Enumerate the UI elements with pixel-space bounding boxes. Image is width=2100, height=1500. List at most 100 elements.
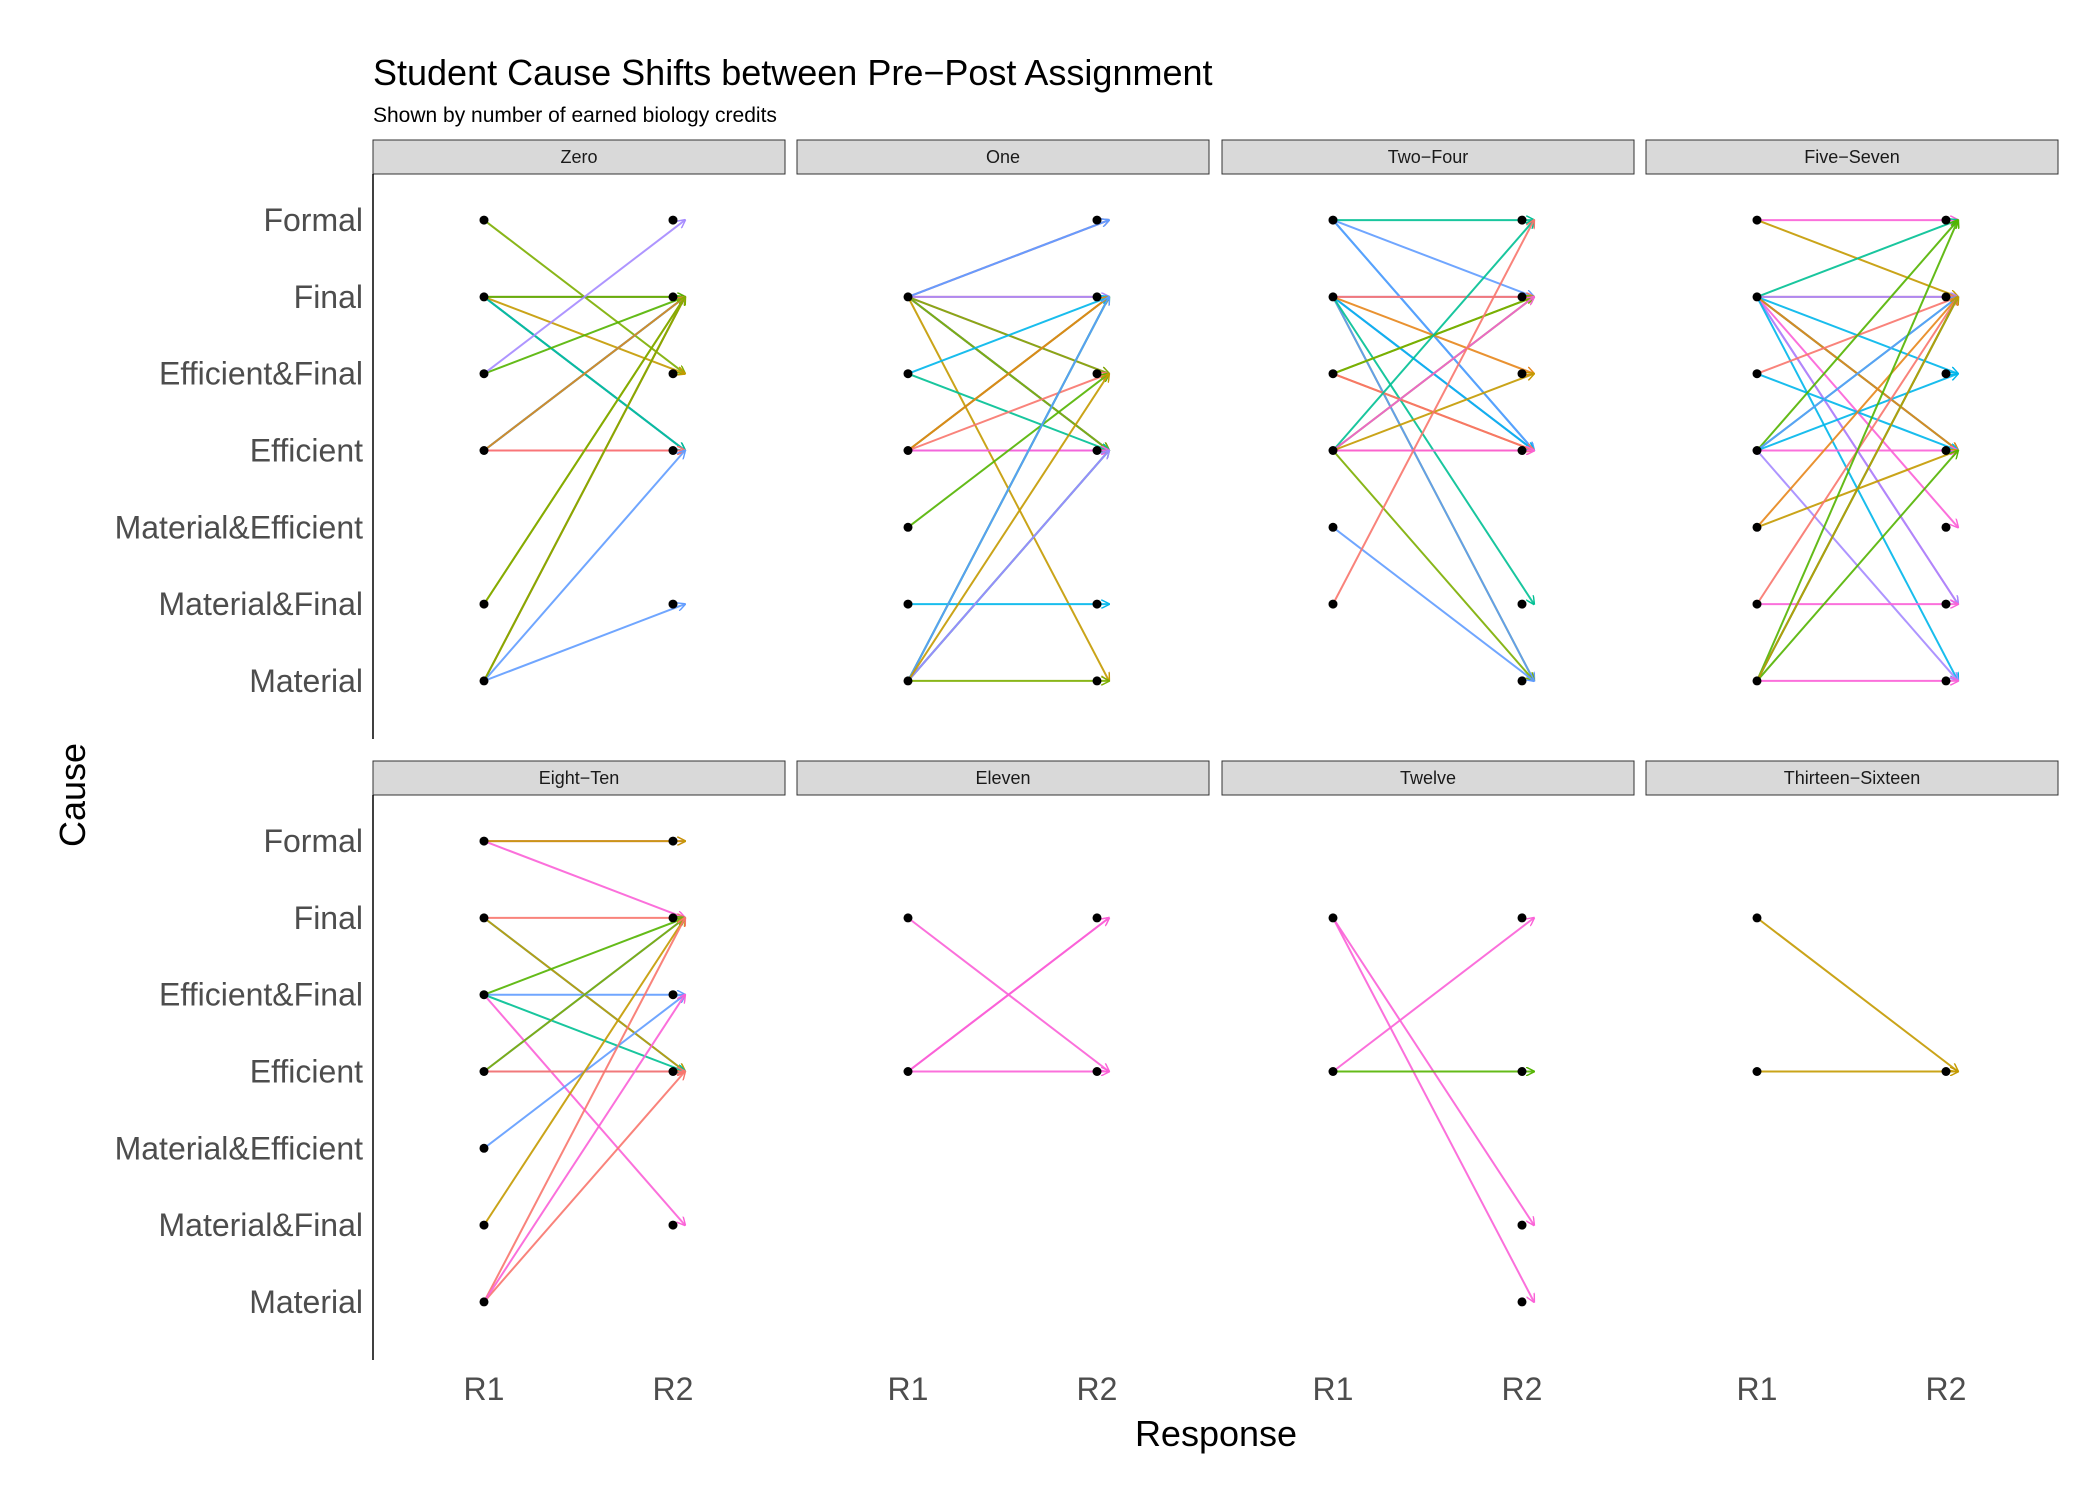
shift-arrow xyxy=(907,220,1109,298)
shift-arrow xyxy=(907,918,1109,1073)
facet-panel: One xyxy=(796,139,1210,686)
x-tick-label: R1 xyxy=(888,1371,929,1407)
facet-strip xyxy=(372,760,786,796)
r2-point xyxy=(1517,446,1527,455)
y-tick-label: Material&Efficient xyxy=(115,1130,364,1166)
x-tick-label: R1 xyxy=(1737,1371,1778,1407)
shift-arrow xyxy=(483,918,685,1303)
r1-point xyxy=(903,599,913,609)
shift-arrow xyxy=(483,451,685,682)
y-tick-label: Formal xyxy=(263,823,363,859)
r1-point xyxy=(479,1143,489,1153)
r2-point xyxy=(1941,369,1951,379)
r1-point xyxy=(1752,522,1762,532)
r2-point xyxy=(1941,446,1951,455)
r1-point xyxy=(479,1220,489,1230)
shift-arrow xyxy=(1756,220,1958,452)
r2-point xyxy=(1092,292,1102,302)
r2-point xyxy=(668,913,678,923)
shift-arrow xyxy=(483,918,685,996)
r2-point xyxy=(1941,215,1951,225)
r1-point xyxy=(1752,599,1762,609)
r2-point xyxy=(1517,369,1527,379)
x-tick-label: R2 xyxy=(653,1371,694,1407)
x-axis-title: Response xyxy=(1135,1413,1297,1454)
r2-point xyxy=(1517,676,1527,686)
facet-strip xyxy=(372,139,786,175)
shift-arrow xyxy=(1332,526,1534,681)
r1-point xyxy=(479,215,489,225)
facet-strip-label: Thirteen−Sixteen xyxy=(1784,768,1921,788)
shift-arrow xyxy=(483,297,685,452)
r1-point xyxy=(903,676,913,686)
y-tick-label: Formal xyxy=(263,202,363,238)
r2-point xyxy=(1517,215,1527,225)
r2-point xyxy=(1517,599,1527,609)
facet-strip-label: Twelve xyxy=(1400,768,1456,788)
facet-strip xyxy=(1645,139,2059,175)
r1-point xyxy=(1328,522,1338,532)
r1-point xyxy=(1328,599,1338,609)
facet-panel: Twelve R1 R2 xyxy=(1221,760,1635,1407)
shift-arrow xyxy=(1756,297,1958,682)
facet-panel: Thirteen−Sixteen R1 R2 xyxy=(1645,760,2059,1407)
r2-point xyxy=(668,1067,678,1076)
shift-arrow xyxy=(483,995,685,1303)
shift-arrow xyxy=(1756,220,1958,298)
facet-strip-label: Eleven xyxy=(975,768,1030,788)
r2-point xyxy=(1092,913,1102,923)
shift-arrow xyxy=(1756,917,1958,1072)
shift-arrow xyxy=(1332,296,1534,681)
x-tick-label: R2 xyxy=(1077,1371,1118,1407)
shift-arrow xyxy=(1332,219,1534,297)
r1-point xyxy=(903,292,913,302)
shift-arrow xyxy=(907,374,1109,452)
r1-point xyxy=(479,836,489,846)
shift-arrow xyxy=(1332,917,1534,1302)
r2-point xyxy=(1941,599,1951,609)
r1-point xyxy=(1752,292,1762,302)
r1-point xyxy=(903,446,913,455)
r1-point xyxy=(1752,1067,1762,1076)
y-tick-label: Material xyxy=(249,1284,363,1320)
r2-point xyxy=(1517,1067,1527,1076)
r2-point xyxy=(668,599,678,609)
r2-point xyxy=(668,990,678,1000)
r1-point xyxy=(479,990,489,1000)
r2-point xyxy=(668,446,678,455)
shift-arrow xyxy=(1756,297,1958,452)
r2-point xyxy=(668,369,678,379)
chart-title: Student Cause Shifts between Pre−Post As… xyxy=(373,52,1213,93)
chart-subtitle: Shown by number of earned biology credit… xyxy=(373,104,777,127)
r2-point xyxy=(1092,599,1102,609)
facet-strip-label: Five−Seven xyxy=(1804,147,1900,167)
shift-arrow xyxy=(483,918,685,1073)
r2-point xyxy=(1941,522,1951,532)
x-tick-label: R2 xyxy=(1926,1371,1967,1407)
shift-arrow xyxy=(907,297,1109,375)
shift-arrow xyxy=(1332,449,1534,681)
facet-strip-label: Two−Four xyxy=(1388,147,1469,167)
facet-strip-label: Eight−Ten xyxy=(539,768,620,788)
r2-point xyxy=(1092,369,1102,379)
shift-arrow xyxy=(483,918,685,1226)
shift-arrow xyxy=(907,374,1109,529)
shift-arrow xyxy=(1756,220,1958,682)
r1-point xyxy=(479,676,489,686)
shift-arrow xyxy=(907,297,1109,682)
r1-point xyxy=(1328,1067,1338,1076)
r1-point xyxy=(1328,215,1338,225)
facet-panel: Two−Four xyxy=(1221,139,1635,686)
r2-point xyxy=(1517,292,1527,302)
shift-arrow xyxy=(483,1072,685,1303)
r2-point xyxy=(668,292,678,302)
r2-point xyxy=(1517,1297,1527,1307)
r1-point xyxy=(903,1067,913,1076)
r1-point xyxy=(1752,369,1762,379)
r1-point xyxy=(1752,676,1762,686)
facet-panel: Five−Seven xyxy=(1645,139,2059,686)
r2-point xyxy=(1092,446,1102,455)
r1-point xyxy=(1328,369,1338,379)
y-tick-label: Material&Final xyxy=(158,586,363,622)
y-tick-label: Material&Final xyxy=(158,1207,363,1243)
